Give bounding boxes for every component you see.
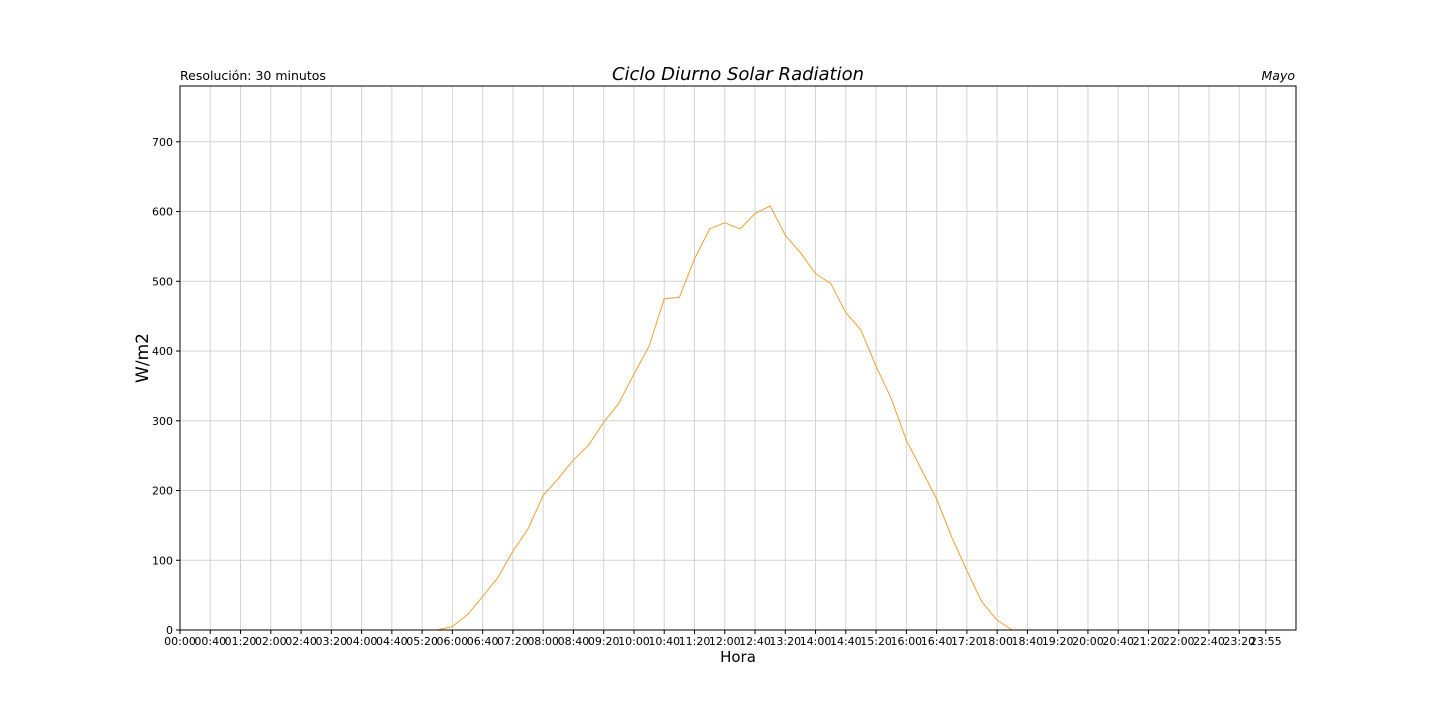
- x-tick-label: 12:40: [739, 635, 771, 648]
- y-tick-label: 700: [152, 136, 173, 149]
- y-tick-label: 500: [152, 275, 173, 288]
- x-tick-label: 08:40: [558, 635, 590, 648]
- x-tick-label: 18:40: [1012, 635, 1044, 648]
- y-axis-label: W/m2: [133, 333, 153, 383]
- x-tick-label: 15:20: [860, 635, 892, 648]
- x-tick-label: 20:40: [1102, 635, 1134, 648]
- x-tick-label: 10:00: [618, 635, 650, 648]
- x-tick-label: 17:20: [951, 635, 983, 648]
- grid-lines: [179, 86, 1296, 631]
- plot-frame: [179, 85, 1297, 631]
- series-line-0: [180, 205, 1266, 631]
- x-tick-label: 22:40: [1193, 635, 1225, 648]
- x-tick-label: 14:00: [800, 635, 832, 648]
- x-tick-label: 06:40: [467, 635, 499, 648]
- x-tick-label: 20:00: [1072, 635, 1104, 648]
- x-tick-label: 18:00: [981, 635, 1013, 648]
- x-tick-label: 16:00: [890, 635, 922, 648]
- x-tick-label: 09:20: [588, 635, 620, 648]
- x-axis-label: Hora: [720, 648, 756, 666]
- x-tick-label: 01:20: [225, 635, 257, 648]
- y-tick-label: 0: [166, 624, 173, 637]
- chart-subtitle-left: Resolución: 30 minutos: [180, 68, 326, 83]
- x-tick-label: 16:40: [921, 635, 953, 648]
- x-tick-label: 11:20: [679, 635, 711, 648]
- x-tick-label: 08:00: [527, 635, 559, 648]
- x-tick-label: 12:00: [709, 635, 741, 648]
- x-tick-label: 05:20: [406, 635, 438, 648]
- series-layer: [180, 205, 1266, 631]
- x-tick-label: 03:20: [315, 635, 347, 648]
- x-tick-label: 02:40: [285, 635, 317, 648]
- chart-title: Ciclo Diurno Solar Radiation: [612, 64, 864, 85]
- x-tick-label: 23:20: [1223, 635, 1255, 648]
- axis-ticks: 00:0000:4001:2002:0002:4003:2004:0004:40…: [152, 136, 1282, 648]
- y-tick-label: 600: [152, 206, 173, 219]
- chart-subtitle-right: Mayo: [1262, 68, 1296, 83]
- x-tick-label: 04:00: [346, 635, 378, 648]
- x-tick-label: 19:20: [1042, 635, 1074, 648]
- x-tick-label: 04:40: [376, 635, 408, 648]
- y-tick-label: 200: [152, 485, 173, 498]
- y-tick-label: 400: [152, 345, 173, 358]
- x-tick-label: 14:40: [830, 635, 862, 648]
- x-tick-label: 23:55: [1250, 635, 1282, 648]
- x-tick-label: 00:40: [194, 635, 226, 648]
- y-tick-label: 100: [152, 554, 173, 567]
- x-tick-label: 22:00: [1163, 635, 1195, 648]
- y-tick-label: 300: [152, 415, 173, 428]
- x-tick-label: 21:20: [1133, 635, 1165, 648]
- x-tick-label: 06:00: [437, 635, 469, 648]
- x-tick-label: 00:00: [164, 635, 196, 648]
- x-tick-label: 10:40: [648, 635, 680, 648]
- x-tick-label: 07:20: [497, 635, 529, 648]
- x-tick-label: 13:20: [769, 635, 801, 648]
- x-tick-label: 02:00: [255, 635, 287, 648]
